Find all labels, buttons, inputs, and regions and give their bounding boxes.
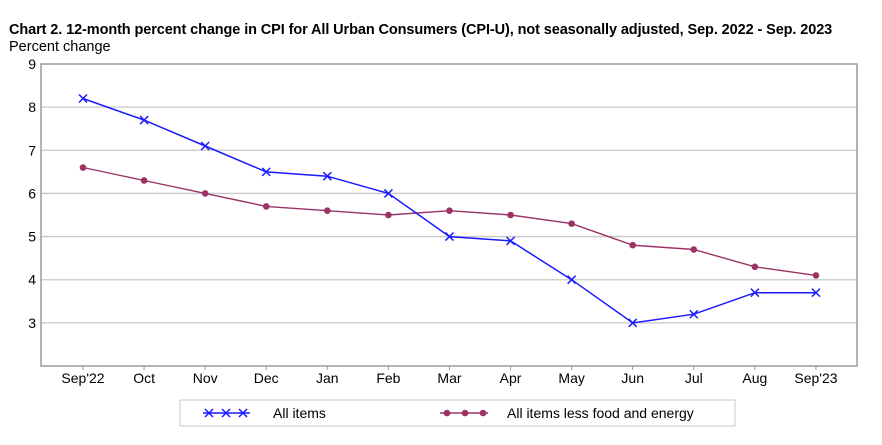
- data-point: [751, 263, 759, 271]
- x-tick-label: Dec: [254, 370, 279, 386]
- data-point: [200, 141, 210, 151]
- legend: All items All items less food and energy: [179, 399, 736, 427]
- legend-marker: [461, 409, 469, 417]
- data-point: [446, 207, 453, 214]
- legend-item-core: All items less food and energy: [440, 405, 694, 421]
- legend-marker: [221, 408, 231, 418]
- data-point: [750, 288, 760, 298]
- data-point: [629, 241, 637, 249]
- axes: [40, 63, 858, 370]
- x-tick-label: Mar: [437, 370, 461, 386]
- data-point: [383, 188, 393, 198]
- data-point: [567, 275, 577, 285]
- y-tick-label: 9: [28, 56, 36, 72]
- data-point: [78, 93, 88, 104]
- legend-marker: [204, 408, 214, 418]
- legend-marker: [238, 408, 248, 418]
- x-tick-label: Apr: [500, 370, 522, 386]
- data-point: [139, 115, 149, 125]
- x-tick-label: Feb: [376, 370, 400, 386]
- legend-item-all-items: All items: [203, 405, 326, 421]
- x-tick-label: Oct: [133, 370, 155, 386]
- legend-marker: [479, 409, 487, 417]
- data-point: [385, 211, 392, 219]
- x-tick-label: Aug: [742, 370, 767, 386]
- y-axis-label: Percent change: [9, 39, 111, 55]
- y-tick-label: 5: [28, 229, 36, 245]
- series-core: [79, 164, 820, 279]
- data-point: [568, 220, 575, 227]
- chart-title: Chart 2. 12-month percent change in CPI …: [9, 22, 833, 38]
- series: [78, 93, 821, 328]
- data-point: [507, 211, 514, 219]
- y-tick-labels: 3 4 5 6 7 8 9: [28, 56, 36, 331]
- legend-label: All items: [273, 405, 326, 421]
- data-point: [628, 318, 638, 328]
- data-point: [322, 171, 332, 181]
- x-tick-label: Nov: [193, 370, 218, 386]
- y-tick-label: 8: [28, 99, 36, 115]
- legend-label: All items less food and energy: [507, 405, 694, 421]
- x-tick-labels: Sep'22 Oct Nov Dec Jan Feb Mar Apr May Jun Jul Aug S…: [61, 370, 837, 386]
- data-point: [261, 167, 271, 177]
- data-point: [811, 288, 821, 298]
- data-point: [79, 164, 87, 171]
- legend-marker: [443, 409, 451, 417]
- y-tick-label: 4: [28, 272, 36, 288]
- x-tick-label: Jan: [316, 370, 339, 386]
- x-tick-label: Jun: [621, 370, 644, 386]
- x-tick-label: Jul: [685, 370, 703, 386]
- y-tick-label: 7: [28, 142, 36, 158]
- data-point: [140, 177, 148, 184]
- x-tick-label: Sep'22: [61, 370, 104, 386]
- y-tick-label: 3: [28, 315, 36, 331]
- data-point: [506, 236, 516, 246]
- x-tick-label: Sep'23: [794, 370, 837, 386]
- x-tick-label: May: [558, 370, 584, 386]
- data-point: [262, 203, 270, 210]
- data-point: [444, 232, 455, 242]
- gridlines: [41, 64, 857, 366]
- data-point: [690, 246, 698, 253]
- data-point: [689, 309, 699, 319]
- y-tick-label: 6: [28, 185, 36, 201]
- data-point: [201, 190, 209, 197]
- series-all-items: [78, 93, 821, 328]
- data-point: [324, 207, 331, 214]
- data-point: [812, 272, 820, 279]
- plot-area: [41, 64, 857, 366]
